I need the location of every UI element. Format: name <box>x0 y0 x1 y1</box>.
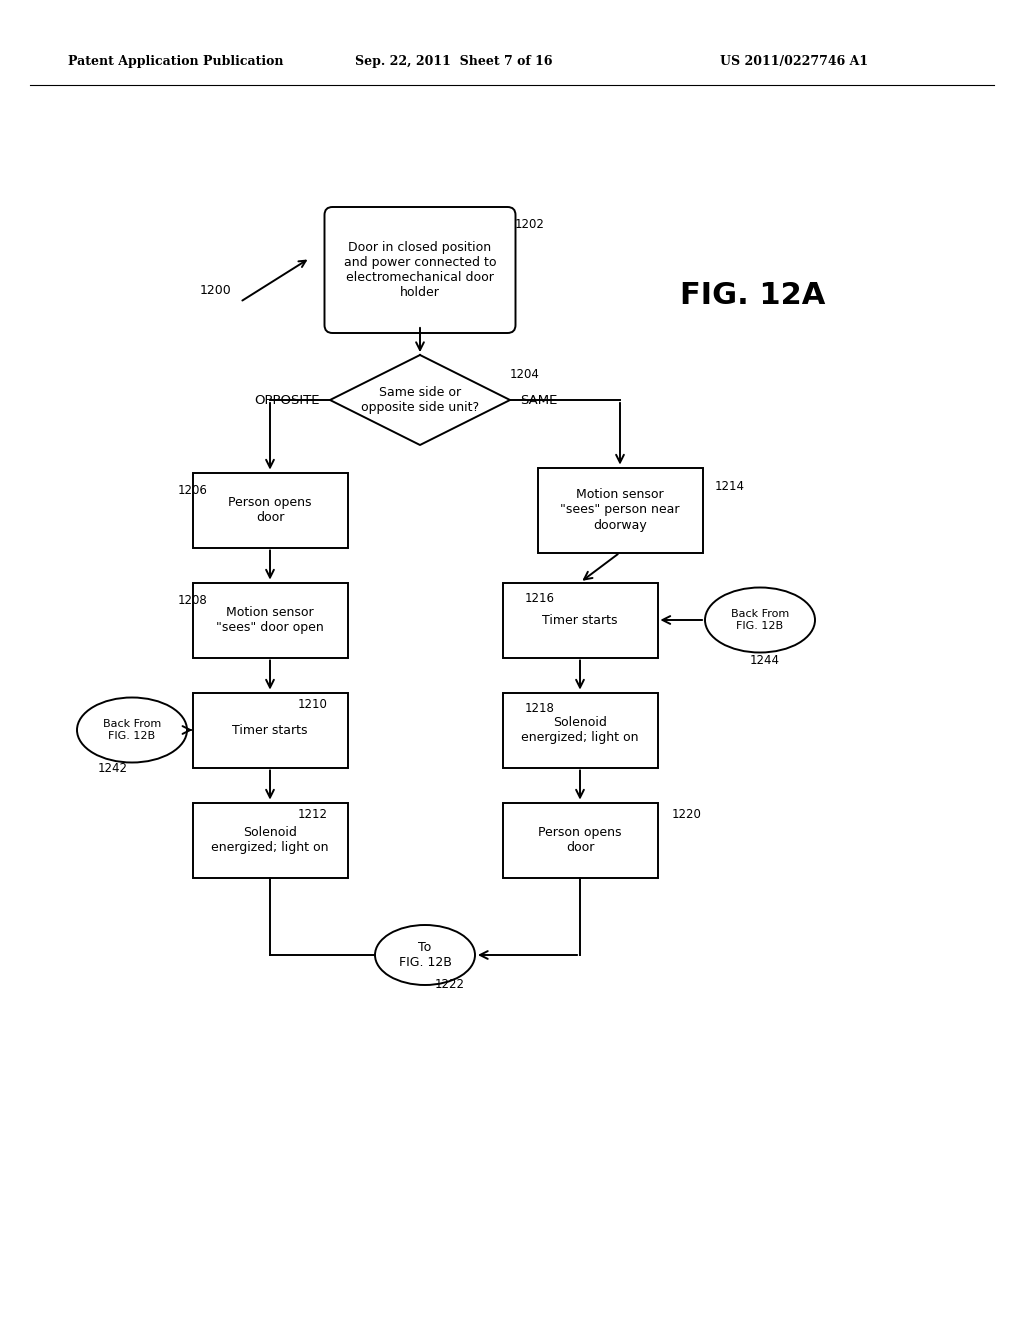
Text: Motion sensor
"sees" person near
doorway: Motion sensor "sees" person near doorway <box>560 488 680 532</box>
Text: 1202: 1202 <box>515 219 545 231</box>
Text: To
FIG. 12B: To FIG. 12B <box>398 941 452 969</box>
Text: 1216: 1216 <box>525 591 555 605</box>
Text: 1204: 1204 <box>510 368 540 381</box>
Bar <box>193 582 347 657</box>
Text: Person opens
door: Person opens door <box>539 826 622 854</box>
Text: Sep. 22, 2011  Sheet 7 of 16: Sep. 22, 2011 Sheet 7 of 16 <box>355 55 553 69</box>
FancyBboxPatch shape <box>325 207 515 333</box>
Text: Timer starts: Timer starts <box>232 723 308 737</box>
Text: 1208: 1208 <box>178 594 208 606</box>
Text: 1206: 1206 <box>178 483 208 496</box>
Ellipse shape <box>705 587 815 652</box>
Bar <box>193 693 347 767</box>
Text: FIG. 12A: FIG. 12A <box>680 281 825 309</box>
Text: 1222: 1222 <box>435 978 465 991</box>
Text: Same side or
opposite side unit?: Same side or opposite side unit? <box>360 385 479 414</box>
Ellipse shape <box>375 925 475 985</box>
Bar <box>538 467 702 553</box>
Polygon shape <box>330 355 510 445</box>
Bar <box>193 803 347 878</box>
Text: Motion sensor
"sees" door open: Motion sensor "sees" door open <box>216 606 324 634</box>
Text: 1210: 1210 <box>298 698 328 711</box>
Text: 1214: 1214 <box>715 479 745 492</box>
Text: OPPOSITE: OPPOSITE <box>255 393 319 407</box>
Text: 1242: 1242 <box>98 762 128 775</box>
Text: US 2011/0227746 A1: US 2011/0227746 A1 <box>720 55 868 69</box>
Text: Person opens
door: Person opens door <box>228 496 311 524</box>
Text: Door in closed position
and power connected to
electromechanical door
holder: Door in closed position and power connec… <box>344 242 497 300</box>
Bar <box>193 473 347 548</box>
Ellipse shape <box>77 697 187 763</box>
Text: 1212: 1212 <box>298 808 328 821</box>
Text: Patent Application Publication: Patent Application Publication <box>68 55 284 69</box>
Text: 1244: 1244 <box>750 653 780 667</box>
Text: 1218: 1218 <box>525 701 555 714</box>
Text: 1200: 1200 <box>200 284 231 297</box>
Bar <box>503 803 657 878</box>
Text: Timer starts: Timer starts <box>543 614 617 627</box>
Text: Back From
FIG. 12B: Back From FIG. 12B <box>102 719 161 741</box>
Text: Back From
FIG. 12B: Back From FIG. 12B <box>731 610 790 631</box>
Text: Solenoid
energized; light on: Solenoid energized; light on <box>521 715 639 744</box>
Text: 1220: 1220 <box>672 808 701 821</box>
Text: SAME: SAME <box>520 393 557 407</box>
Bar <box>503 582 657 657</box>
Bar <box>503 693 657 767</box>
Text: Solenoid
energized; light on: Solenoid energized; light on <box>211 826 329 854</box>
